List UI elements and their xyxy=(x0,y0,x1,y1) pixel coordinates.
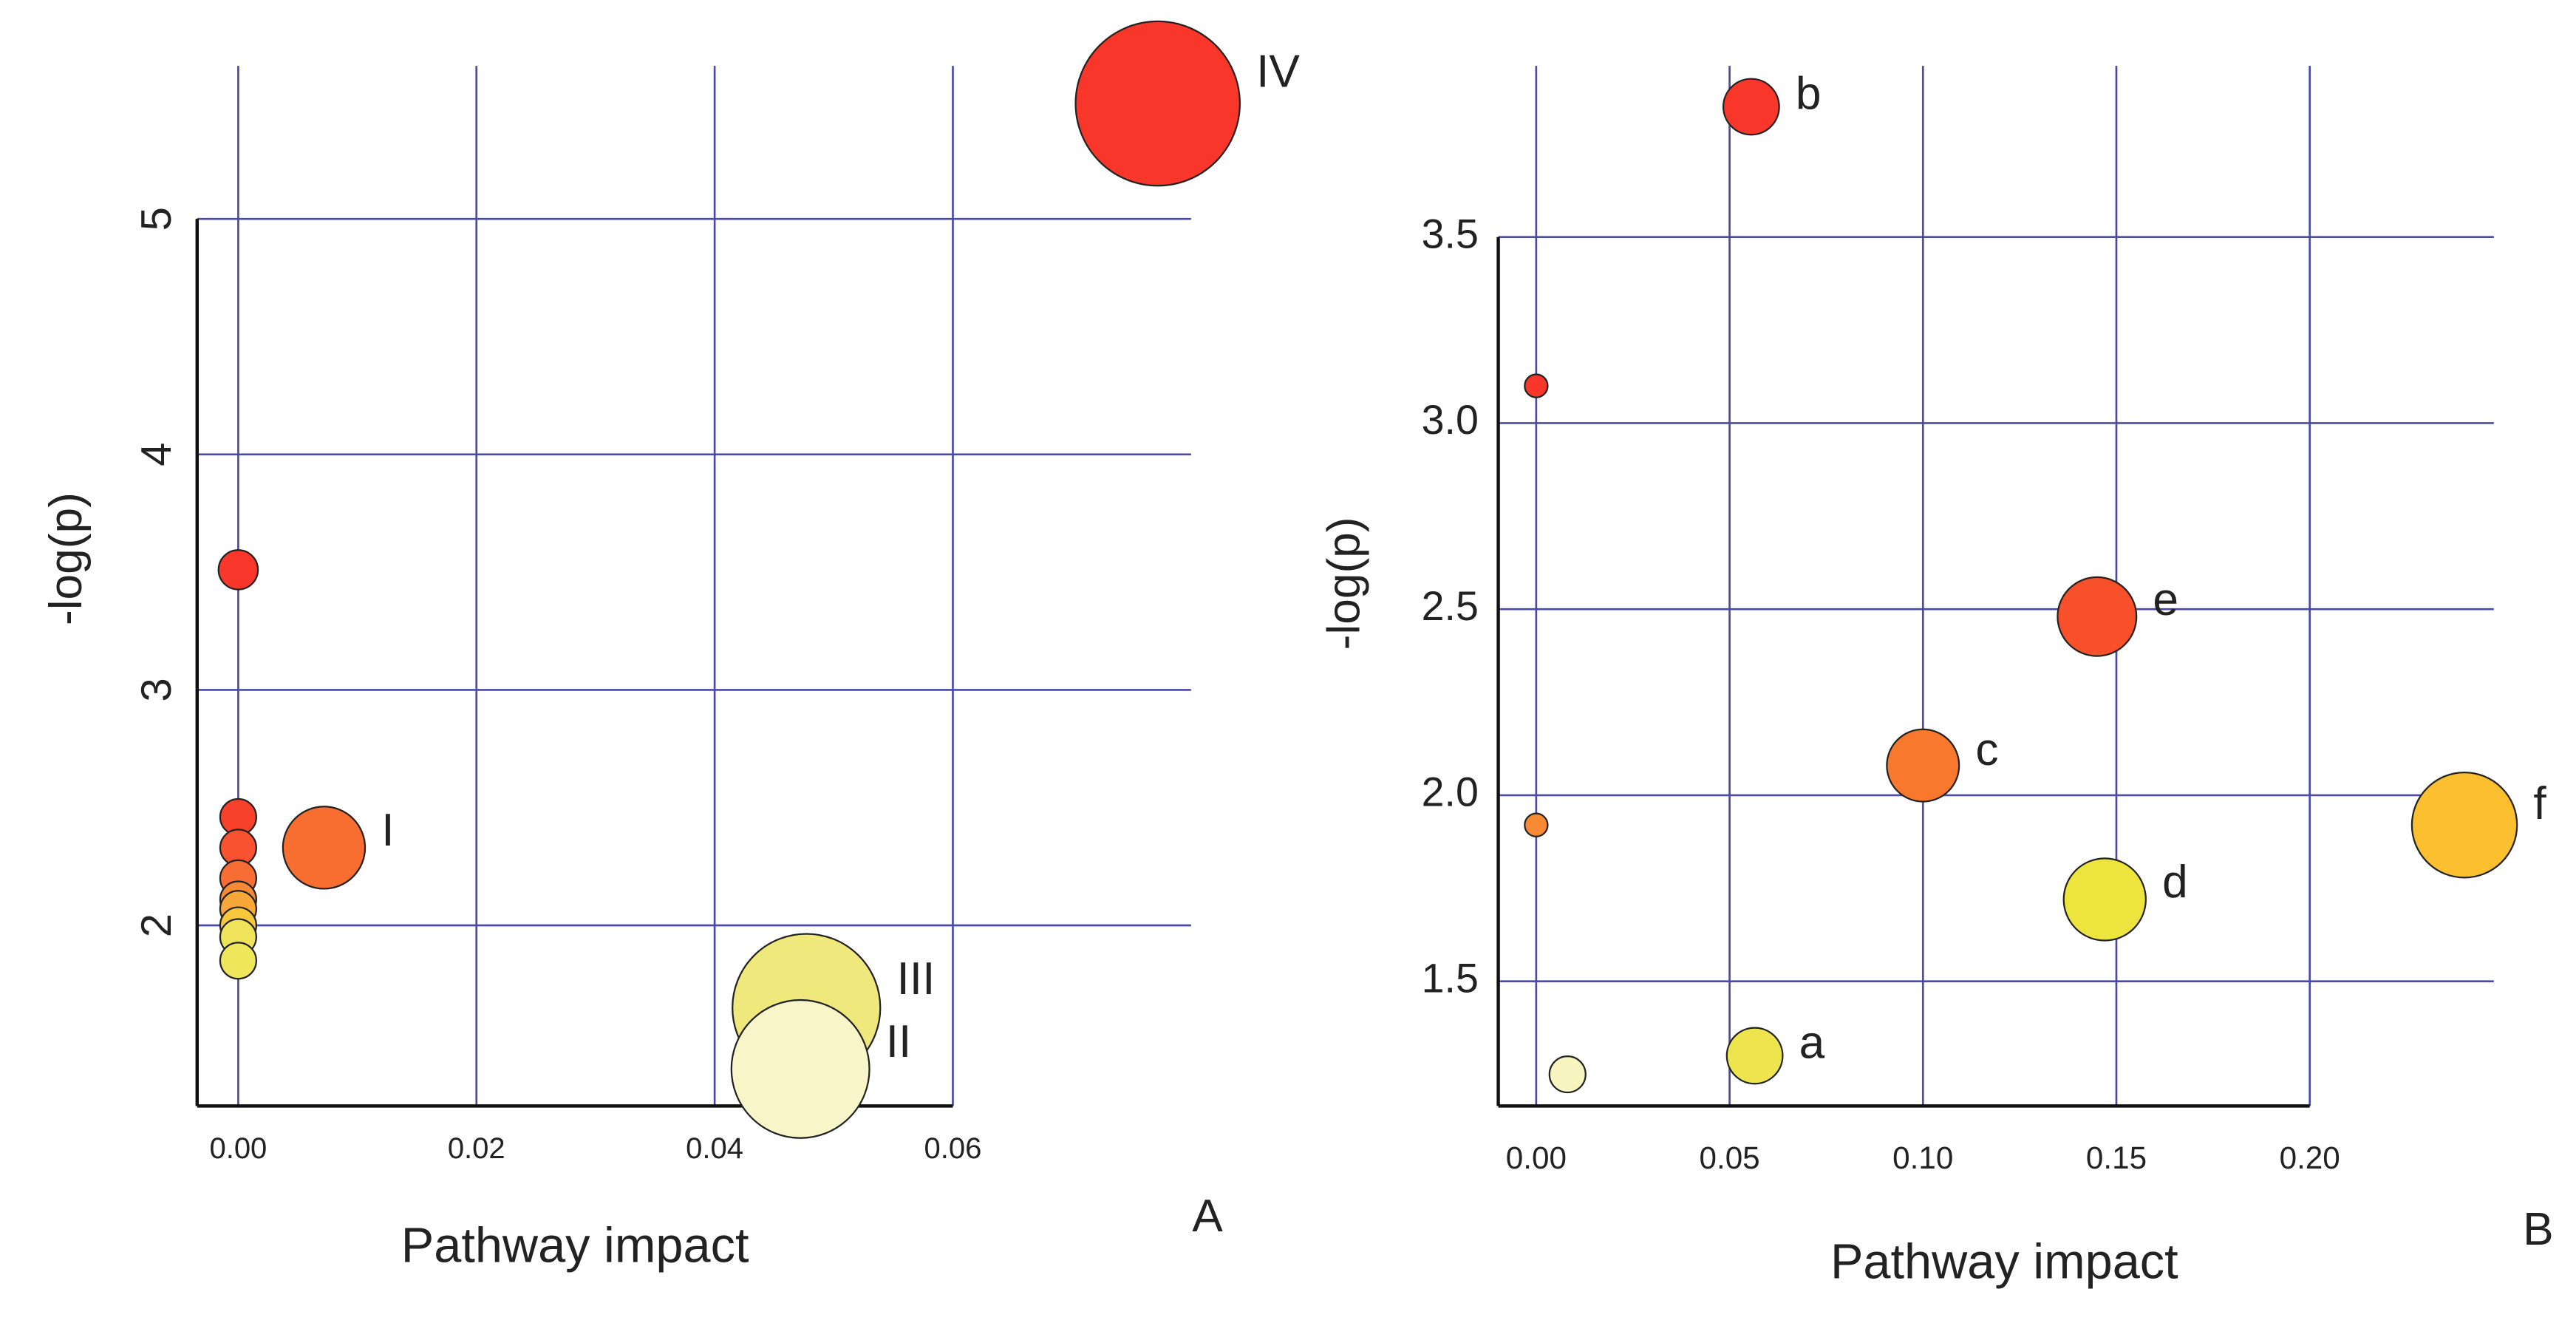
x-tick-label: 0.06 xyxy=(924,1132,982,1165)
x-tick-label: 0.00 xyxy=(1506,1140,1567,1175)
y-axis-label: -log(p) xyxy=(1318,517,1369,650)
bubble-label: IV xyxy=(1256,47,1300,98)
bubble-label: d xyxy=(2162,857,2188,908)
y-tick-label: 2.5 xyxy=(1422,583,1479,629)
x-tick-label: 0.02 xyxy=(448,1132,505,1165)
x-tick-label: 0.04 xyxy=(686,1132,743,1165)
x-tick-label: 0.05 xyxy=(1699,1140,1759,1175)
bubble-label: b xyxy=(1796,69,1822,120)
bubble-label: II xyxy=(886,1016,912,1067)
bubble-label: e xyxy=(2153,574,2178,625)
bubble xyxy=(1524,812,1549,837)
x-tick-label: 0.20 xyxy=(2280,1140,2340,1175)
bubble xyxy=(1722,78,1780,136)
bubble xyxy=(2410,771,2518,879)
y-tick-label: 2 xyxy=(133,914,180,937)
x-tick-label: 0.15 xyxy=(2086,1140,2147,1175)
panel-label: A xyxy=(1192,1191,1223,1242)
bubble xyxy=(1524,373,1549,398)
panel-label: B xyxy=(2523,1204,2554,1255)
y-tick-label: 2.0 xyxy=(1422,769,1479,815)
bubble-label: III xyxy=(896,953,935,1004)
bubble xyxy=(2062,857,2147,942)
bubble xyxy=(219,942,257,980)
x-tick-label: 0.00 xyxy=(209,1132,267,1165)
bubble xyxy=(1886,728,1960,803)
bubble xyxy=(1725,1027,1784,1085)
bubble xyxy=(1548,1055,1587,1094)
y-tick-label: 4 xyxy=(133,443,180,466)
bubble xyxy=(730,999,870,1139)
bubble-label: I xyxy=(381,805,394,856)
bubble xyxy=(1074,20,1241,187)
y-tick-label: 3.5 xyxy=(1422,211,1479,256)
y-axis-label: -log(p) xyxy=(41,492,92,625)
bubble-label: c xyxy=(1975,724,1998,775)
y-tick-label: 3 xyxy=(133,678,180,701)
y-tick-label: 1.5 xyxy=(1422,955,1479,1001)
x-tick-label: 0.10 xyxy=(1892,1140,1953,1175)
bubble-label: a xyxy=(1799,1018,1825,1069)
bubble xyxy=(217,549,259,591)
bubble xyxy=(2057,576,2138,657)
x-axis-label: Pathway impact xyxy=(401,1218,749,1273)
bubble xyxy=(282,806,367,890)
bubble-label: f xyxy=(2533,778,2546,829)
x-axis-label: Pathway impact xyxy=(1830,1235,2178,1290)
y-tick-label: 5 xyxy=(133,207,180,231)
y-tick-label: 3.0 xyxy=(1422,397,1479,443)
